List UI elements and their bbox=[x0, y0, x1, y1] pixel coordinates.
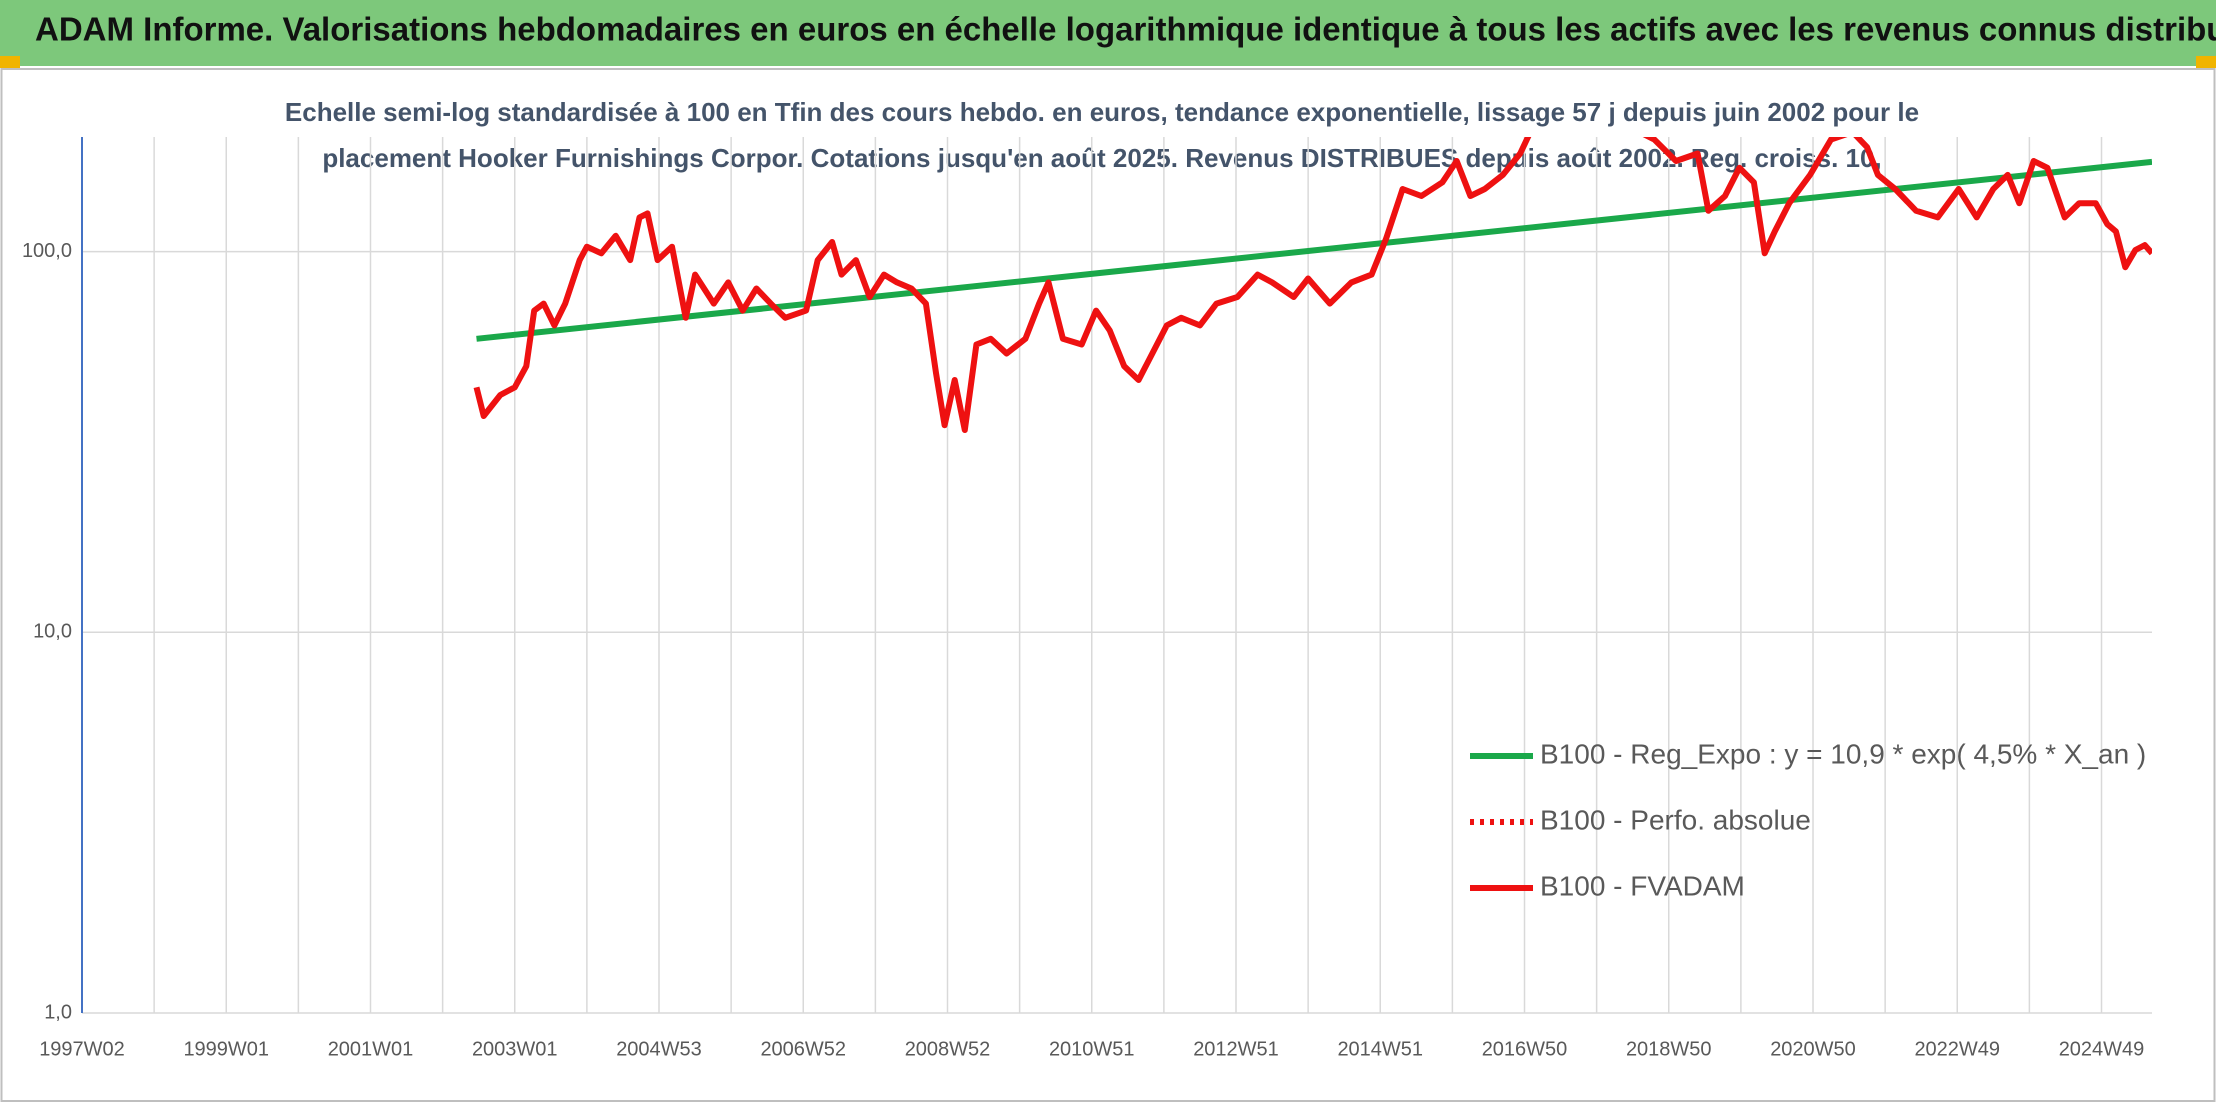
subtitle: placement Hooker Furnishings Corpor. Cot… bbox=[322, 143, 1881, 173]
y-tick-label: 10,0 bbox=[33, 621, 72, 643]
header-bar bbox=[0, 0, 2216, 66]
x-tick-label: 2010W51 bbox=[1049, 1038, 1135, 1060]
x-tick-label: 2012W51 bbox=[1193, 1038, 1279, 1060]
series-line bbox=[473, 137, 2152, 433]
plot bbox=[473, 137, 2152, 433]
x-tick-label: 1999W01 bbox=[183, 1038, 269, 1060]
axes: 1,0 10,0 100,0 1997W02 1999W01 2001W01 2003W01… bbox=[22, 137, 2146, 1060]
x-tick-label: 2001W01 bbox=[328, 1038, 414, 1060]
corner-mark bbox=[2196, 56, 2216, 68]
chart-frame bbox=[0, 68, 2216, 1102]
x-tick-label: 2003W01 bbox=[472, 1038, 558, 1060]
x-tick-label: 2018W50 bbox=[1626, 1038, 1712, 1060]
grid bbox=[81, 137, 2152, 1014]
y-tick-label: 1,0 bbox=[44, 1001, 72, 1023]
legend-label: B100 - Perfo. absolue bbox=[1540, 804, 1811, 835]
x-tick-label: 2020W50 bbox=[1770, 1038, 1856, 1060]
x-tick-label: 1997W02 bbox=[39, 1038, 125, 1060]
legend-label: B100 - Reg_Expo : y = 10,9 * exp( 4,5% *… bbox=[1540, 738, 2146, 769]
x-tick-label: 2022W49 bbox=[1914, 1038, 2000, 1060]
subtitle: Echelle semi-log standardisée à 100 en T… bbox=[285, 97, 1919, 127]
y-tick-label: 100,0 bbox=[22, 240, 72, 262]
header-title: ADAM Informe. Valorisations hebdomadaire… bbox=[35, 11, 2216, 48]
corner-mark bbox=[0, 56, 20, 68]
legend-label: B100 - FVADAM bbox=[1540, 870, 1745, 901]
x-tick-label: 2008W52 bbox=[905, 1038, 991, 1060]
series-line bbox=[476, 158, 2152, 342]
x-tick-label: 2006W52 bbox=[760, 1038, 846, 1060]
x-tick-label: 2004W53 bbox=[616, 1038, 702, 1060]
x-tick-label: 2024W49 bbox=[2059, 1038, 2145, 1060]
x-tick-label: 2016W50 bbox=[1482, 1038, 1568, 1060]
x-tick-label: 2014W51 bbox=[1337, 1038, 1423, 1060]
